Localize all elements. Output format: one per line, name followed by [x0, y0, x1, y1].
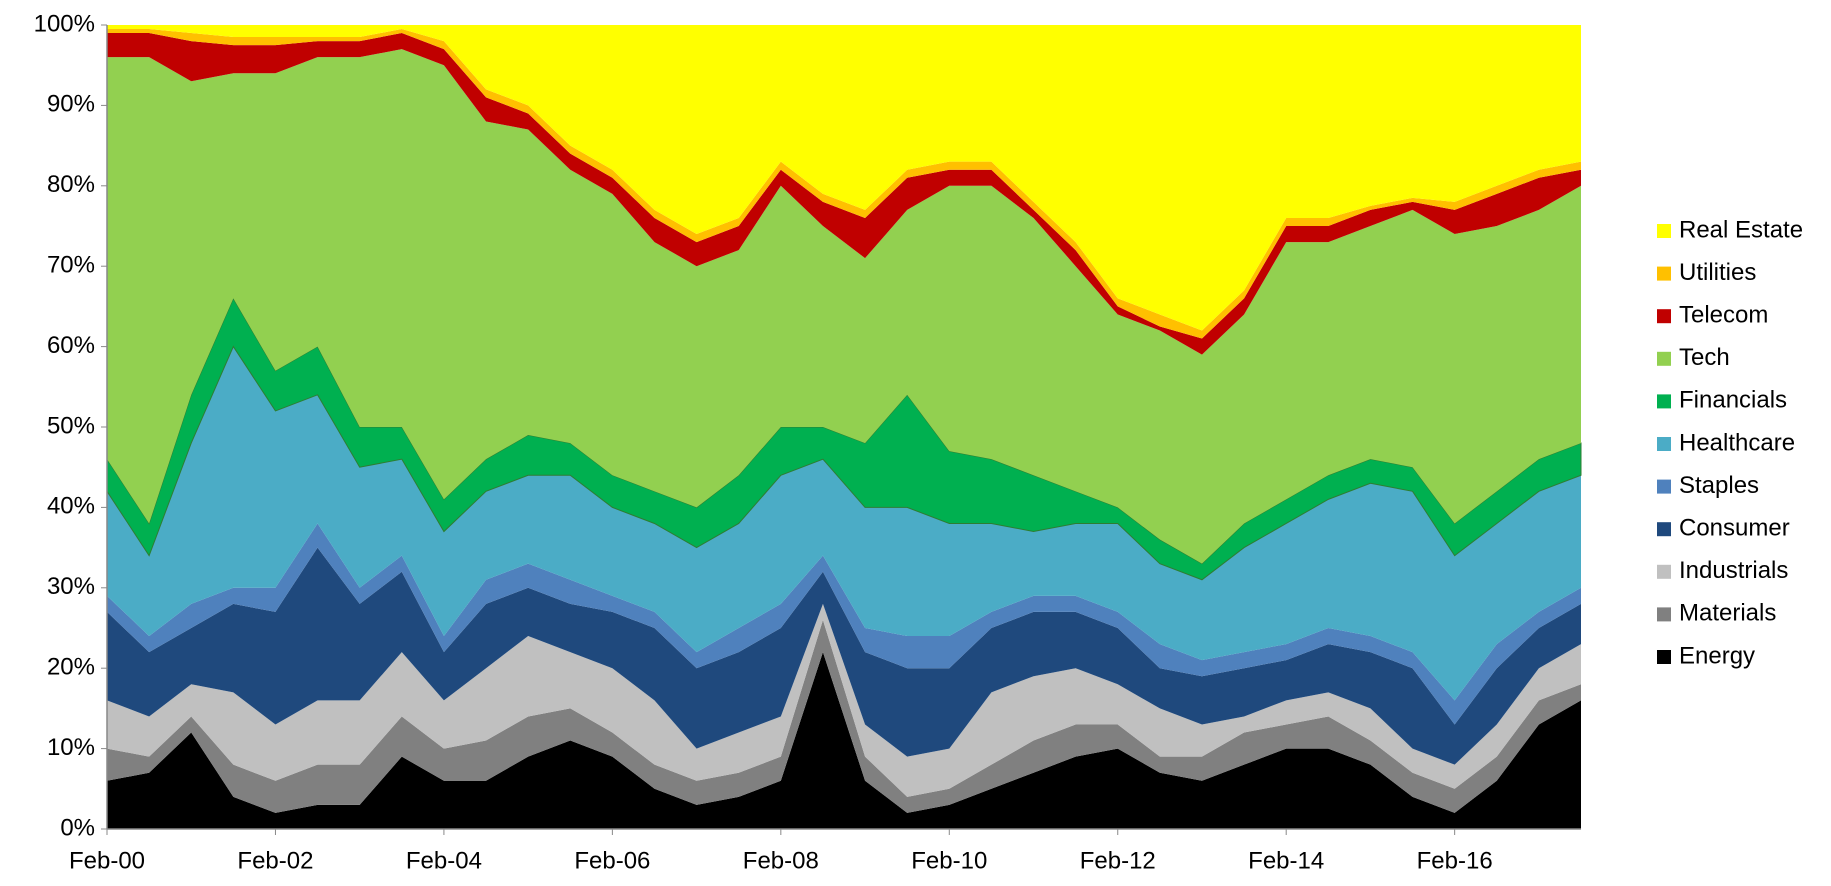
y-tick-label: 100%	[34, 10, 95, 37]
legend-swatch	[1657, 564, 1671, 579]
y-tick-label: 10%	[47, 734, 95, 761]
y-tick-label: 80%	[47, 171, 95, 198]
legend-swatch	[1657, 309, 1671, 324]
area	[107, 523, 1581, 725]
area	[107, 652, 1581, 829]
x-tick-label: Feb-12	[1080, 847, 1156, 874]
x-tick-label: Feb-14	[1248, 847, 1324, 874]
legend-swatch	[1657, 607, 1671, 622]
y-tick-label: 70%	[47, 252, 95, 279]
area	[107, 603, 1581, 797]
y-tick-label: 20%	[47, 654, 95, 681]
y-tick-label: 0%	[60, 814, 95, 841]
x-tick-label: Feb-00	[69, 847, 145, 874]
x-tick-label: Feb-08	[743, 847, 819, 874]
x-tick-label: Feb-06	[574, 847, 650, 874]
legend-label: Energy	[1679, 642, 1755, 669]
legend-swatch	[1657, 351, 1671, 366]
legend-label: Healthcare	[1679, 429, 1795, 456]
legend-swatch	[1657, 650, 1671, 664]
area	[107, 49, 1581, 564]
legend-swatch	[1657, 394, 1671, 409]
legend-label: Telecom	[1679, 302, 1768, 329]
legend-label: Materials	[1679, 600, 1776, 627]
legend-swatch	[1657, 479, 1671, 494]
x-tick-label: Feb-10	[911, 847, 987, 874]
x-tick-label: Feb-16	[1417, 847, 1493, 874]
legend-label: Industrials	[1679, 557, 1788, 584]
y-tick-label: 90%	[47, 91, 95, 118]
legend-swatch	[1657, 437, 1671, 451]
y-tick-label: 50%	[47, 412, 95, 439]
area	[107, 619, 1581, 813]
area	[107, 33, 1581, 355]
legend-swatch	[1657, 266, 1671, 281]
area	[107, 547, 1581, 765]
x-tick-label: Feb-04	[406, 847, 482, 874]
legend-swatch	[1657, 224, 1671, 238]
x-tick-label: Feb-02	[237, 847, 313, 874]
area	[107, 25, 1581, 331]
legend-label: Staples	[1679, 472, 1759, 499]
y-tick-label: 40%	[47, 493, 95, 520]
legend-label: Financials	[1679, 387, 1787, 414]
legend-label: Real Estate	[1679, 216, 1803, 243]
legend-swatch	[1657, 522, 1671, 537]
y-tick-label: 30%	[47, 573, 95, 600]
y-tick-label: 60%	[47, 332, 95, 359]
legend-label: Consumer	[1679, 515, 1790, 542]
legend-label: Utilities	[1679, 259, 1756, 286]
area	[107, 346, 1581, 701]
legend-label: Tech	[1679, 344, 1730, 371]
